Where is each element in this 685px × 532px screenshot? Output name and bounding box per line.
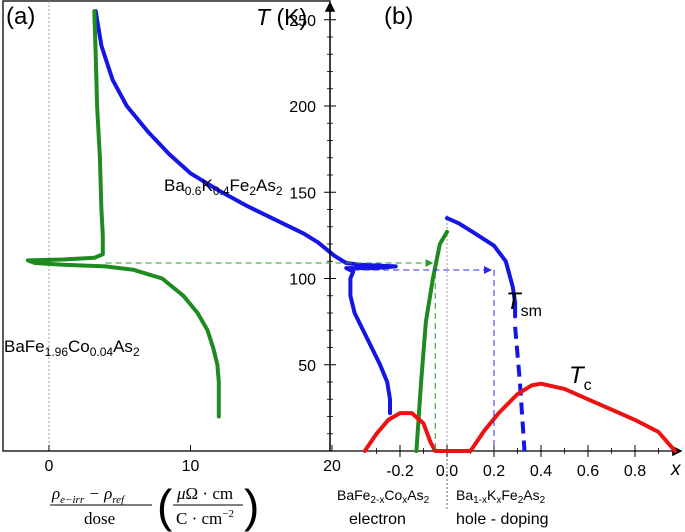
guide-lines (105, 259, 495, 451)
panel-a-label: (a) (6, 3, 35, 30)
b-x-tick-label: 0.6 (577, 463, 599, 480)
compound-co-label: BaFe1.96Co0.04As2 (4, 337, 140, 359)
svg-text:): ) (244, 480, 259, 532)
panel-b-y-ticks: 50 100 150 200 250 (289, 13, 336, 435)
a-x-tick-label: 0 (45, 458, 54, 475)
b-x-tick-label: 0.0 (436, 463, 458, 480)
series-line-b (362, 381, 677, 453)
b-y-tick-label: 200 (289, 99, 316, 116)
doping-co-label: BaFe2-xCoxAs2 (337, 487, 430, 506)
b-y-tick-label: 100 (289, 272, 316, 289)
svg-text:ρe−irr − ρref: ρe−irr − ρref (51, 484, 126, 506)
panel-a-frame (2, 0, 331, 452)
electron-label: electron (349, 511, 406, 528)
series-line-a (25, 9, 221, 419)
hole-doping-label: hole - doping (456, 511, 549, 528)
series-line-a (93, 9, 398, 416)
tc-label: Tc (569, 362, 592, 394)
panel-a-x-ticks: 0 10 20 (45, 445, 341, 475)
series-line-b (445, 216, 518, 319)
left-x-axis-label: ρe−irr − ρref dose ( μΩ · cm C · cm−2 ) (50, 480, 259, 532)
compound-k-label: Ba0.6K0.4Fe2As2 (164, 176, 283, 198)
b-x-tick-label: -0.2 (386, 463, 414, 480)
b-x-tick-label: 0.4 (530, 463, 552, 480)
series-line-dashed (513, 326, 527, 452)
b-y-tick-label: 250 (289, 13, 316, 30)
svg-text:(: ( (157, 480, 173, 532)
x-axis-label: x (670, 459, 682, 480)
a-x-tick-label: 10 (182, 458, 200, 475)
series-line-b (414, 229, 449, 453)
tsm-label: Tsm (506, 288, 542, 320)
panel-b-x-ticks: -0.2 0.0 0.2 0.4 0.6 0.8 (376, 445, 659, 480)
b-y-tick-label: 50 (298, 358, 316, 375)
svg-text:μΩ · cm: μΩ · cm (176, 484, 233, 503)
svg-text:dose: dose (84, 509, 115, 528)
b-x-tick-label: 0.2 (483, 463, 505, 480)
svg-text:C · cm−2: C · cm−2 (176, 508, 234, 528)
a-x-tick-label: 20 (323, 458, 341, 475)
panel-b-label: (b) (384, 3, 413, 30)
panel-b-curves (362, 216, 677, 453)
y-axis-label: T (K) (256, 4, 307, 30)
doping-k-label: Ba1-xKxFe2As2 (456, 487, 546, 506)
b-y-tick-label: 150 (289, 185, 316, 202)
b-x-tick-label: 0.8 (624, 463, 646, 480)
